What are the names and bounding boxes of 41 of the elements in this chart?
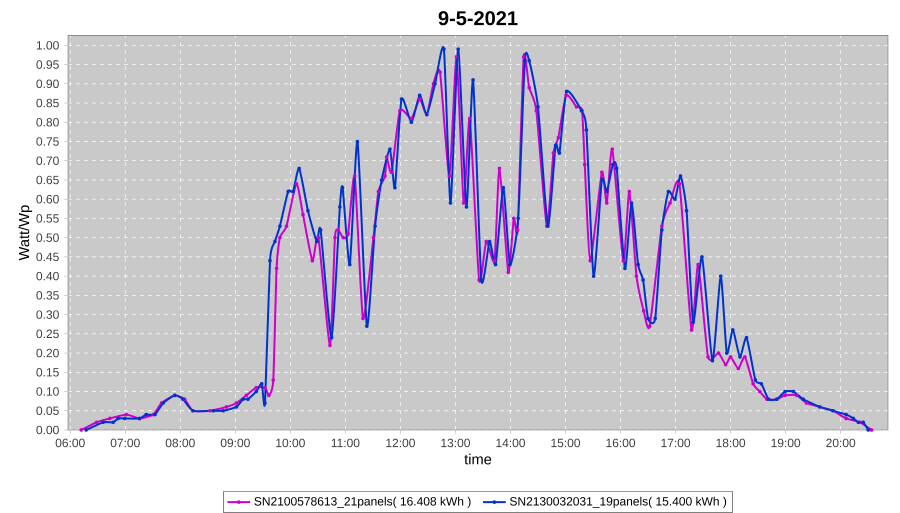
x-tick-label: 16:00: [606, 438, 636, 448]
y-tick-label: 0.35: [36, 291, 59, 300]
y-tick-label: 0.20: [36, 348, 59, 358]
x-tick-label: 19:00: [772, 438, 800, 448]
y-tick-label: 0.90: [36, 80, 59, 88]
x-tick-label: 12:00: [386, 438, 415, 448]
y-tick-label: 0.05: [36, 406, 59, 415]
x-tick-label: 17:00: [661, 438, 690, 448]
x-tick-label: 15:00: [551, 438, 580, 448]
y-tick-label: 0.60: [36, 194, 59, 204]
y-tick-label: 0.30: [36, 310, 59, 319]
x-tick-label: 09:00: [220, 438, 250, 448]
y-tick-label: 0.65: [36, 176, 59, 184]
y-tick-label: 1.00: [36, 41, 59, 50]
x-tick-label: 07:00: [110, 438, 140, 448]
x-tick-label: 14:00: [496, 438, 526, 448]
legend-label: SN2100578613_21panels( 16.408 kWh ): [254, 496, 471, 508]
y-tick-label: 0.45: [36, 252, 59, 262]
y-tick-label: 0.40: [36, 272, 59, 280]
y-tick-label: 0.25: [36, 330, 59, 338]
y-tick-label: 0.00: [36, 426, 59, 434]
x-tick-label: 11:00: [332, 438, 360, 448]
legend-label: SN2130032031_19panels( 15.400 kWh ): [510, 496, 726, 508]
y-axis-title: Watt/Wp: [18, 205, 32, 260]
y-tick-label: 0.95: [36, 60, 59, 69]
x-tick-label: 10:00: [276, 438, 305, 448]
y-tick-label: 0.10: [36, 387, 59, 396]
y-tick-label: 0.55: [36, 214, 59, 223]
y-tick-label: 0.75: [36, 137, 59, 146]
chart-title: 9-5-2021: [438, 11, 518, 26]
y-tick-label: 0.85: [36, 98, 59, 108]
y-tick-label: 0.80: [36, 118, 59, 126]
x-axis-title: time: [464, 454, 492, 464]
x-tick-label: 18:00: [716, 438, 746, 448]
x-tick-label: 20:00: [826, 438, 856, 448]
x-tick-label: 06:00: [56, 438, 85, 448]
y-tick-label: 0.50: [36, 233, 59, 242]
x-tick-label: 08:00: [166, 438, 195, 448]
x-tick-label: 13:00: [441, 438, 470, 448]
y-tick-label: 0.15: [36, 368, 59, 377]
y-tick-label: 0.70: [36, 156, 59, 165]
